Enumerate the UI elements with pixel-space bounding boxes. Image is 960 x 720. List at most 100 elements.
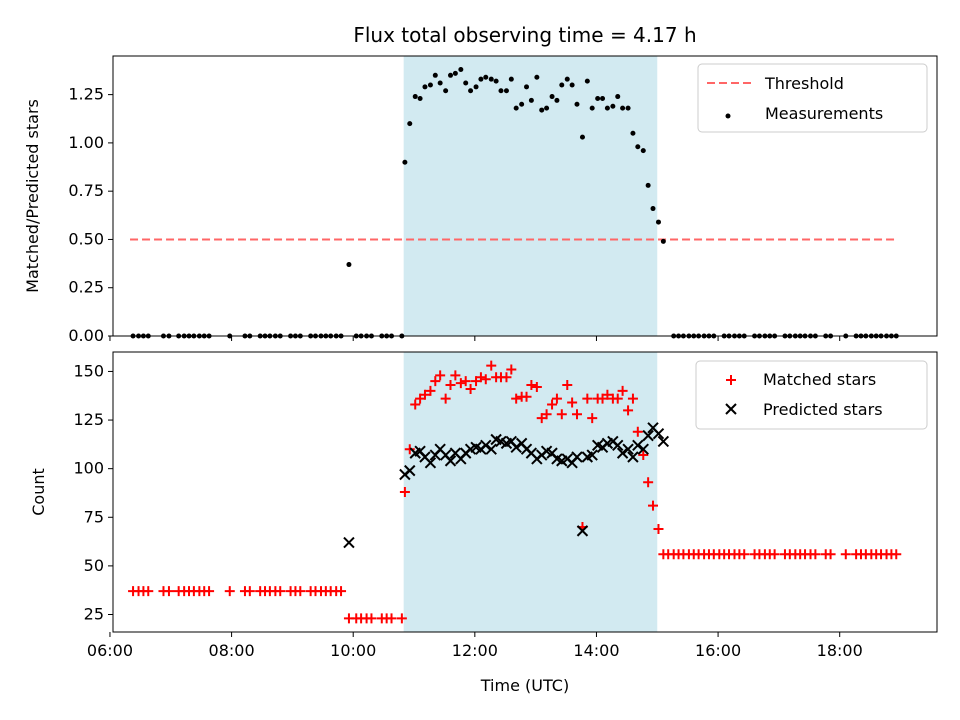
bottom-y-axis-label: Count [29, 468, 48, 516]
matched-star-point [627, 393, 638, 404]
predicted-star-point [632, 439, 644, 452]
measurement-point [432, 72, 438, 78]
legend-matched-swatch [726, 375, 736, 385]
measurement-point [589, 105, 595, 111]
measurement-point [528, 97, 534, 103]
predicted-star-point [657, 435, 670, 448]
matched-star-point [506, 364, 517, 375]
measurement-point [604, 105, 610, 111]
observing-window-shade-bottom [403, 352, 658, 632]
matched-star-point [562, 380, 573, 391]
legend-threshold-label: Threshold [764, 74, 844, 93]
measurement-point [554, 97, 560, 103]
top-panel: 0.00 0.25 0.50 0.75 1.00 1.25 Matched/Predict… [23, 55, 938, 345]
matched-star-point [632, 426, 643, 437]
measurement-point [402, 159, 408, 165]
measurement-point [660, 238, 666, 244]
matched-star-point [396, 613, 407, 624]
measurement-point [539, 107, 545, 113]
matched-star-point [430, 376, 441, 387]
predicted-star-point [571, 451, 583, 463]
matched-star-point [612, 393, 623, 404]
top-y-tick-label: 1.00 [68, 133, 104, 152]
matched-star-point [582, 393, 593, 404]
matched-star-point [295, 586, 306, 597]
matched-star-point [891, 549, 902, 560]
measurement-point [595, 95, 601, 101]
matched-stars-points [128, 360, 902, 624]
measurement-point [407, 121, 413, 127]
x-tick-label: 14:00 [573, 641, 619, 660]
matched-star-point [617, 385, 628, 396]
measurement-point [443, 88, 449, 94]
top-legend-box [697, 63, 928, 133]
measurement-points [130, 67, 899, 339]
matched-star-point [336, 586, 347, 597]
predicted-star-point [480, 439, 492, 452]
measurement-point [559, 82, 565, 88]
measurement-point [448, 72, 454, 78]
measurement-point [584, 78, 590, 84]
measurement-point [452, 70, 458, 76]
matched-star-point [275, 586, 286, 597]
measurement-point [478, 76, 484, 82]
top-y-tick-label: 1.25 [68, 85, 104, 104]
x-tick-label: 12:00 [452, 641, 498, 660]
matched-star-point [541, 409, 552, 420]
measurement-point [534, 74, 540, 80]
measurement-point [513, 105, 519, 111]
measurement-point [620, 105, 626, 111]
legend-measurements-swatch [725, 113, 731, 119]
matched-star-point [440, 393, 451, 404]
matched-star-point [531, 382, 542, 392]
matched-star-point [556, 409, 567, 420]
matched-star-point [623, 405, 634, 416]
bottom-y-tick-label: 150 [73, 361, 104, 380]
bottom-y-tick-label: 125 [73, 410, 104, 429]
matched-star-point [480, 374, 491, 385]
legend-predicted-swatch [725, 403, 737, 415]
predicted-star-point [616, 447, 629, 459]
shaded-interval-bottom [403, 352, 658, 632]
bottom-panel: 25 50 75 100 125 150 06:00 08:00 10:00 12:00 14:0… [29, 351, 938, 695]
bottom-y-ticks: 25 50 75 100 125 150 [73, 361, 113, 624]
legend-measurements-label: Measurements [765, 104, 883, 123]
measurement-point [488, 76, 494, 82]
bottom-y-tick-label: 50 [84, 556, 104, 575]
x-axis-label: Time (UTC) [480, 676, 569, 695]
matched-star-point [404, 444, 415, 455]
top-y-tick-label: 0.00 [68, 326, 104, 345]
x-tick-label: 18:00 [817, 641, 863, 660]
predicted-star-point [622, 443, 634, 455]
measurement-point [645, 182, 651, 188]
measurement-point [630, 130, 636, 136]
predicted-star-point [627, 451, 639, 463]
matched-star-point [204, 586, 215, 597]
predicted-star-point [404, 464, 416, 477]
matched-star-point [587, 413, 598, 424]
matched-star-point [547, 399, 558, 410]
matched-star-point [551, 393, 562, 404]
top-legend: Threshold Measurements [697, 63, 928, 133]
matched-star-point [825, 549, 836, 560]
matched-star-point [224, 586, 235, 597]
matched-star-point [769, 549, 780, 560]
measurement-point [483, 74, 489, 80]
measurement-point [655, 219, 661, 225]
measurement-point [346, 262, 352, 268]
matched-star-point [435, 370, 446, 381]
top-y-tick-label: 0.75 [68, 181, 104, 200]
measurement-point [524, 84, 530, 90]
matched-star-point [653, 523, 664, 534]
matched-star-point [521, 391, 532, 402]
measurement-point [503, 88, 509, 94]
predicted-star-point [612, 439, 624, 452]
matched-star-point [643, 477, 654, 488]
measurement-point [610, 103, 616, 109]
top-y-axis-label: Matched/Predicted stars [23, 99, 42, 293]
matched-star-point [501, 372, 512, 383]
matched-star-point [511, 393, 522, 404]
matched-star-point [602, 389, 613, 400]
matched-star-point [567, 397, 578, 408]
